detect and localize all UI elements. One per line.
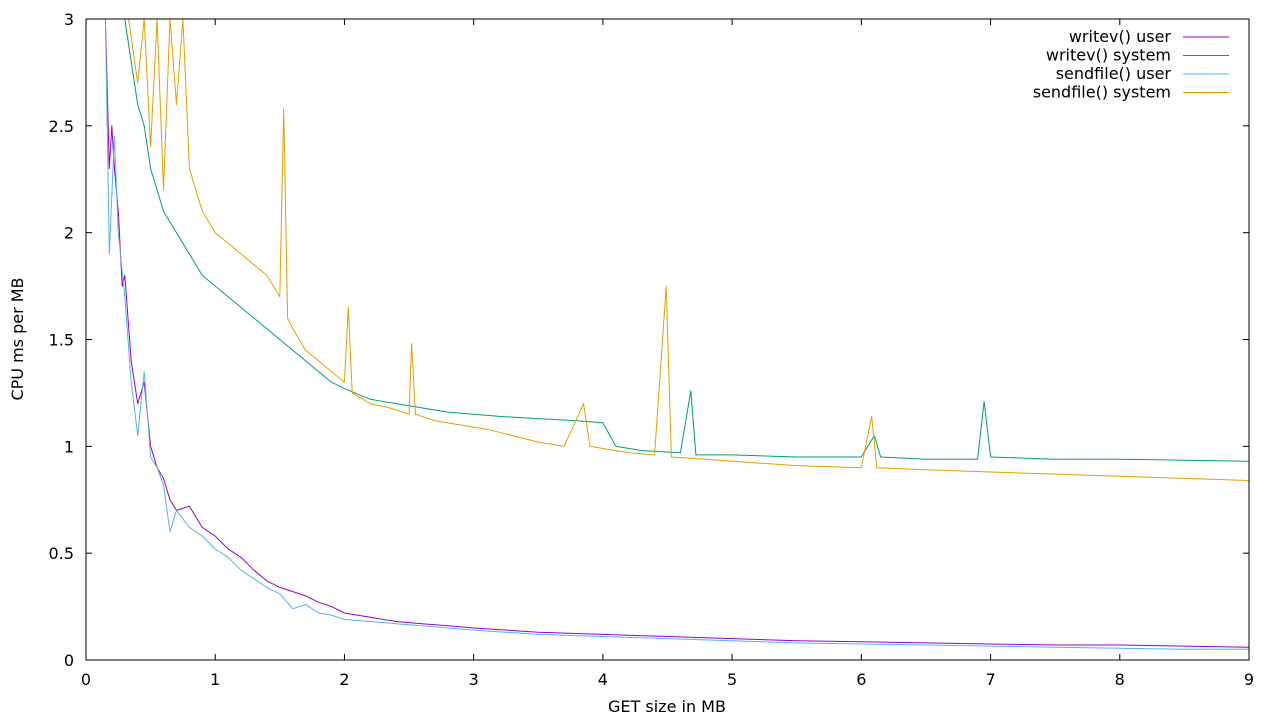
legend-label-writev-system: writev() system: [1046, 46, 1171, 65]
series-line-writev-system: [124, 19, 1249, 462]
series-layer: [104, 19, 1249, 650]
x-tick-label: 2: [339, 670, 349, 689]
y-tick-label: 2.5: [49, 117, 74, 136]
y-tick-label: 3: [64, 10, 74, 29]
series-line-sendfile-system: [128, 19, 1249, 481]
x-tick-label: 4: [598, 670, 608, 689]
series-line-writev-user: [104, 19, 1249, 648]
x-tick-label: 7: [985, 670, 995, 689]
legend-label-writev-user: writev() user: [1069, 27, 1172, 46]
x-tick-label: 3: [469, 670, 479, 689]
y-tick-label: 0: [64, 651, 74, 670]
y-tick-label: 2: [64, 224, 74, 243]
x-tick-label: 1: [210, 670, 220, 689]
x-tick-label: 9: [1244, 670, 1254, 689]
x-axis-label: GET size in MB: [608, 697, 726, 716]
y-tick-label: 1: [64, 437, 74, 456]
y-tick-label: 0.5: [49, 544, 74, 563]
x-tick-label: 8: [1115, 670, 1125, 689]
x-tick-label: 5: [727, 670, 737, 689]
x-tick-label: 0: [81, 670, 91, 689]
ticks-layer: 0 1 2 3 4 5 6 7 8 9 0 0.5 1 1.5 2 2.5 3: [49, 10, 1255, 689]
legend-label-sendfile-system: sendfile() system: [1033, 83, 1171, 102]
series-line-sendfile-user: [104, 19, 1249, 650]
legend-label-sendfile-user: sendfile() user: [1056, 64, 1172, 83]
y-tick-label: 1.5: [49, 331, 74, 350]
x-tick-label: 6: [856, 670, 866, 689]
y-axis-label: CPU ms per MB: [8, 277, 27, 400]
